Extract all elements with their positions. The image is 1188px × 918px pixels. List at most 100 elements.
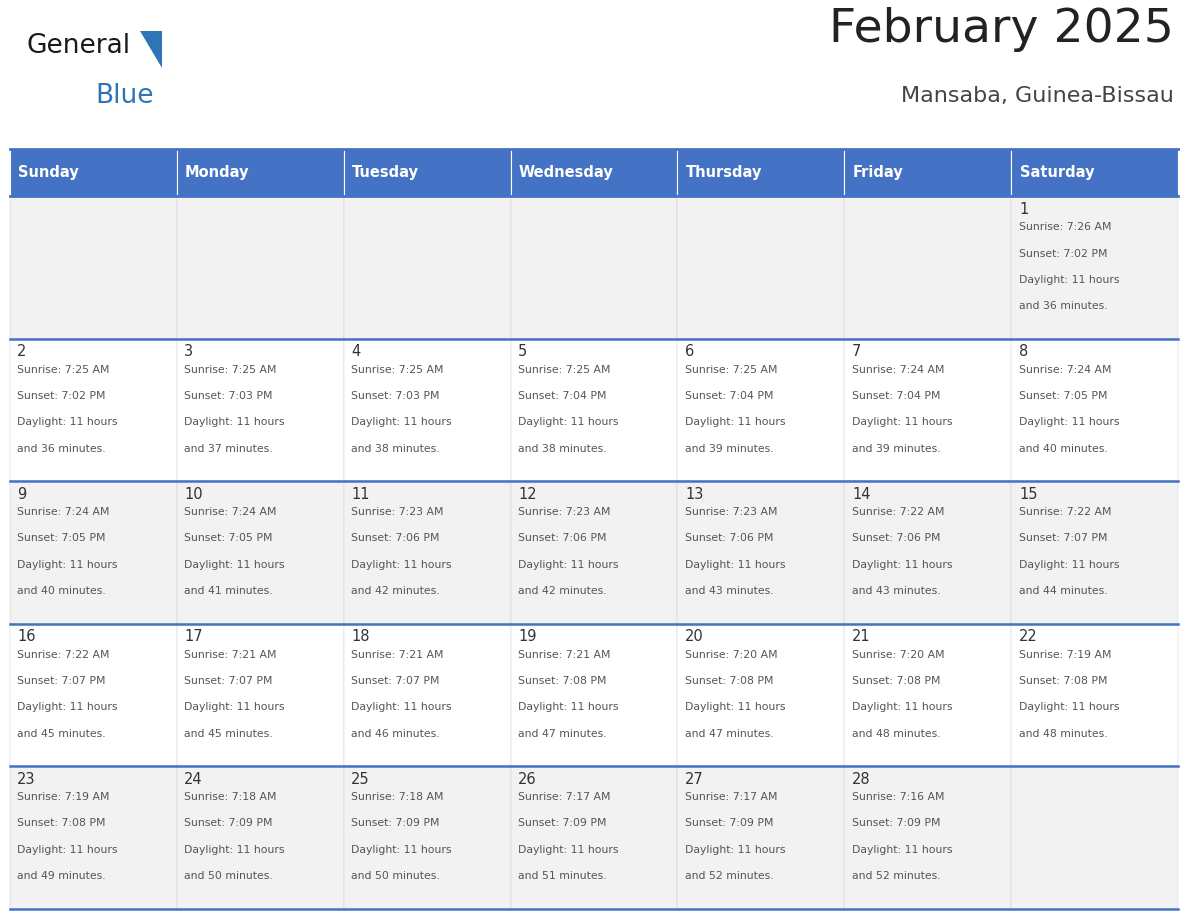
Text: and 48 minutes.: and 48 minutes. — [852, 729, 941, 739]
Text: Sunrise: 7:22 AM: Sunrise: 7:22 AM — [1019, 507, 1112, 517]
Text: Daylight: 11 hours: Daylight: 11 hours — [17, 702, 118, 712]
Text: and 48 minutes.: and 48 minutes. — [1019, 729, 1107, 739]
Text: Daylight: 11 hours: Daylight: 11 hours — [852, 702, 953, 712]
Text: Sunset: 7:08 PM: Sunset: 7:08 PM — [17, 819, 106, 828]
Text: Sunset: 7:09 PM: Sunset: 7:09 PM — [685, 819, 773, 828]
Text: Sunrise: 7:25 AM: Sunrise: 7:25 AM — [350, 364, 443, 375]
Text: and 36 minutes.: and 36 minutes. — [17, 443, 106, 453]
Text: 8: 8 — [1019, 344, 1029, 360]
Text: and 39 minutes.: and 39 minutes. — [852, 443, 941, 453]
Text: Daylight: 11 hours: Daylight: 11 hours — [1019, 418, 1119, 428]
Text: Daylight: 11 hours: Daylight: 11 hours — [852, 845, 953, 855]
Text: Sunset: 7:07 PM: Sunset: 7:07 PM — [1019, 533, 1107, 543]
Text: and 47 minutes.: and 47 minutes. — [685, 729, 773, 739]
Text: Sunset: 7:02 PM: Sunset: 7:02 PM — [1019, 249, 1107, 259]
Text: Daylight: 11 hours: Daylight: 11 hours — [184, 560, 284, 570]
Text: 28: 28 — [852, 772, 871, 787]
Text: Daylight: 11 hours: Daylight: 11 hours — [17, 560, 118, 570]
Text: 20: 20 — [685, 630, 703, 644]
Text: Sunset: 7:09 PM: Sunset: 7:09 PM — [852, 819, 941, 828]
Text: and 43 minutes.: and 43 minutes. — [685, 587, 773, 596]
Text: Daylight: 11 hours: Daylight: 11 hours — [685, 560, 785, 570]
Text: Sunset: 7:08 PM: Sunset: 7:08 PM — [518, 676, 607, 686]
Text: 16: 16 — [17, 630, 36, 644]
Text: Sunset: 7:03 PM: Sunset: 7:03 PM — [184, 391, 272, 401]
Text: Sunrise: 7:19 AM: Sunrise: 7:19 AM — [1019, 650, 1112, 659]
Text: 24: 24 — [184, 772, 203, 787]
Text: and 42 minutes.: and 42 minutes. — [350, 587, 440, 596]
Text: and 44 minutes.: and 44 minutes. — [1019, 587, 1107, 596]
Text: and 40 minutes.: and 40 minutes. — [1019, 443, 1107, 453]
Text: Friday: Friday — [853, 165, 904, 180]
Text: Sunrise: 7:24 AM: Sunrise: 7:24 AM — [184, 507, 277, 517]
Text: Sunrise: 7:24 AM: Sunrise: 7:24 AM — [1019, 364, 1112, 375]
Text: General: General — [26, 33, 131, 59]
Text: and 39 minutes.: and 39 minutes. — [685, 443, 773, 453]
Text: and 45 minutes.: and 45 minutes. — [17, 729, 106, 739]
Text: and 51 minutes.: and 51 minutes. — [518, 871, 607, 881]
Text: Sunset: 7:08 PM: Sunset: 7:08 PM — [852, 676, 941, 686]
Text: 14: 14 — [852, 487, 871, 502]
Text: and 38 minutes.: and 38 minutes. — [518, 443, 607, 453]
Text: 3: 3 — [184, 344, 194, 360]
Text: Sunrise: 7:24 AM: Sunrise: 7:24 AM — [17, 507, 109, 517]
Text: Sunset: 7:08 PM: Sunset: 7:08 PM — [685, 676, 773, 686]
Text: Sunrise: 7:18 AM: Sunrise: 7:18 AM — [350, 792, 443, 802]
Text: Sunrise: 7:22 AM: Sunrise: 7:22 AM — [852, 507, 944, 517]
Text: Sunset: 7:09 PM: Sunset: 7:09 PM — [518, 819, 607, 828]
Text: Sunset: 7:03 PM: Sunset: 7:03 PM — [350, 391, 440, 401]
Text: Sunrise: 7:23 AM: Sunrise: 7:23 AM — [685, 507, 777, 517]
Text: and 40 minutes.: and 40 minutes. — [17, 587, 106, 596]
Text: Daylight: 11 hours: Daylight: 11 hours — [350, 845, 451, 855]
Text: Sunrise: 7:25 AM: Sunrise: 7:25 AM — [518, 364, 611, 375]
Text: 22: 22 — [1019, 630, 1038, 644]
Text: Daylight: 11 hours: Daylight: 11 hours — [518, 845, 619, 855]
Text: Sunset: 7:09 PM: Sunset: 7:09 PM — [184, 819, 272, 828]
Text: Sunrise: 7:17 AM: Sunrise: 7:17 AM — [518, 792, 611, 802]
Text: Sunset: 7:04 PM: Sunset: 7:04 PM — [518, 391, 607, 401]
Text: Daylight: 11 hours: Daylight: 11 hours — [852, 418, 953, 428]
Text: Sunset: 7:06 PM: Sunset: 7:06 PM — [518, 533, 607, 543]
Text: Daylight: 11 hours: Daylight: 11 hours — [1019, 560, 1119, 570]
Text: Daylight: 11 hours: Daylight: 11 hours — [1019, 274, 1119, 285]
Text: 5: 5 — [518, 344, 527, 360]
Text: and 37 minutes.: and 37 minutes. — [184, 443, 272, 453]
Text: 13: 13 — [685, 487, 703, 502]
Text: Sunset: 7:05 PM: Sunset: 7:05 PM — [1019, 391, 1107, 401]
Text: Sunrise: 7:21 AM: Sunrise: 7:21 AM — [518, 650, 611, 659]
Text: 6: 6 — [685, 344, 694, 360]
Text: 21: 21 — [852, 630, 871, 644]
Text: Sunset: 7:07 PM: Sunset: 7:07 PM — [17, 676, 106, 686]
Text: and 50 minutes.: and 50 minutes. — [184, 871, 273, 881]
Text: Sunset: 7:08 PM: Sunset: 7:08 PM — [1019, 676, 1107, 686]
Text: 4: 4 — [350, 344, 360, 360]
Text: Tuesday: Tuesday — [352, 165, 419, 180]
Text: and 49 minutes.: and 49 minutes. — [17, 871, 106, 881]
Text: 10: 10 — [184, 487, 203, 502]
Text: Sunrise: 7:18 AM: Sunrise: 7:18 AM — [184, 792, 277, 802]
Text: 27: 27 — [685, 772, 703, 787]
Text: February 2025: February 2025 — [829, 7, 1174, 52]
Text: 7: 7 — [852, 344, 861, 360]
Text: Monday: Monday — [185, 165, 249, 180]
Text: Sunrise: 7:25 AM: Sunrise: 7:25 AM — [685, 364, 777, 375]
Text: Thursday: Thursday — [685, 165, 763, 180]
Text: Sunrise: 7:23 AM: Sunrise: 7:23 AM — [350, 507, 443, 517]
Text: 9: 9 — [17, 487, 26, 502]
Text: Daylight: 11 hours: Daylight: 11 hours — [350, 560, 451, 570]
Text: Daylight: 11 hours: Daylight: 11 hours — [685, 845, 785, 855]
Text: and 43 minutes.: and 43 minutes. — [852, 587, 941, 596]
Text: Saturday: Saturday — [1019, 165, 1094, 180]
Text: Sunset: 7:06 PM: Sunset: 7:06 PM — [685, 533, 773, 543]
Text: Sunrise: 7:24 AM: Sunrise: 7:24 AM — [852, 364, 944, 375]
Text: Sunset: 7:06 PM: Sunset: 7:06 PM — [852, 533, 941, 543]
Text: 15: 15 — [1019, 487, 1037, 502]
Text: Sunset: 7:04 PM: Sunset: 7:04 PM — [685, 391, 773, 401]
Text: and 41 minutes.: and 41 minutes. — [184, 587, 272, 596]
Text: 25: 25 — [350, 772, 369, 787]
Text: Daylight: 11 hours: Daylight: 11 hours — [685, 702, 785, 712]
Text: and 46 minutes.: and 46 minutes. — [350, 729, 440, 739]
Text: and 47 minutes.: and 47 minutes. — [518, 729, 607, 739]
Text: and 52 minutes.: and 52 minutes. — [852, 871, 941, 881]
Text: and 52 minutes.: and 52 minutes. — [685, 871, 773, 881]
